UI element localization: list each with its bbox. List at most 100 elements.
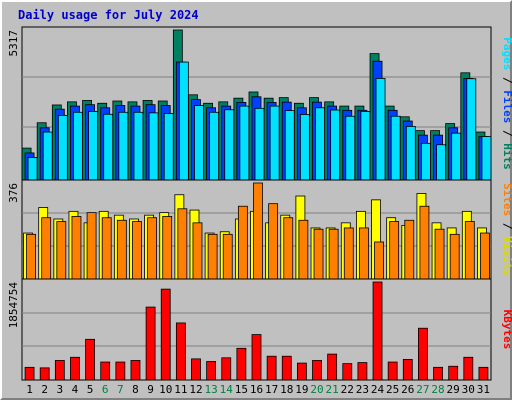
bar-sites-day-18 bbox=[283, 217, 294, 280]
day-label-7: 7 bbox=[117, 383, 124, 396]
bar-kbytes-day-29 bbox=[448, 365, 459, 381]
bar-kbytes-day-1 bbox=[24, 366, 35, 381]
day-label-19: 19 bbox=[295, 383, 308, 396]
bar-kbytes-day-30 bbox=[463, 356, 474, 381]
day-label-9: 9 bbox=[147, 383, 154, 396]
bar-pages-day-16 bbox=[254, 107, 265, 181]
day-label-4: 4 bbox=[72, 383, 79, 396]
bar-kbytes-day-28 bbox=[433, 366, 443, 381]
bar-pages-day-1 bbox=[27, 157, 38, 181]
bar-sites-day-21 bbox=[328, 228, 339, 280]
bar-sites-day-28 bbox=[434, 228, 445, 280]
day-label-31: 31 bbox=[477, 383, 490, 396]
bar-sites-day-31 bbox=[480, 232, 490, 280]
bar-sites-day-27 bbox=[419, 205, 430, 280]
chart-title: Daily usage for July 2024 bbox=[18, 8, 199, 22]
bar-kbytes-day-21 bbox=[327, 353, 338, 381]
legend-pages: Pages bbox=[501, 37, 512, 70]
max-label-hits-files-pages: 5317 bbox=[7, 30, 20, 57]
day-label-18: 18 bbox=[280, 383, 293, 396]
bar-pages-day-12 bbox=[194, 105, 204, 181]
bar-pages-day-27 bbox=[421, 142, 431, 181]
bar-sites-day-7 bbox=[116, 219, 127, 280]
bar-pages-day-26 bbox=[405, 125, 416, 181]
legend-sites: Sites bbox=[501, 183, 512, 216]
bar-sites-day-24 bbox=[374, 241, 384, 280]
bar-kbytes-day-26 bbox=[402, 358, 413, 381]
bar-sites-day-8 bbox=[132, 221, 142, 280]
bar-pages-day-30 bbox=[466, 78, 477, 181]
bar-sites-day-13 bbox=[207, 233, 218, 280]
bar-kbytes-day-31 bbox=[478, 366, 489, 381]
bar-kbytes-day-8 bbox=[130, 360, 141, 381]
legend-kbytes: KBytes bbox=[501, 310, 512, 350]
bar-pages-day-7 bbox=[118, 111, 129, 181]
bar-pages-day-20 bbox=[315, 107, 325, 181]
day-label-6: 6 bbox=[102, 383, 109, 396]
bar-kbytes-day-11 bbox=[175, 322, 186, 381]
bar-kbytes-day-27 bbox=[418, 327, 428, 381]
bar-kbytes-day-14 bbox=[221, 357, 232, 381]
bar-kbytes-day-6 bbox=[100, 361, 111, 381]
bar-pages-day-23 bbox=[360, 111, 371, 181]
bar-sites-day-11 bbox=[177, 208, 188, 280]
bar-pages-day-29 bbox=[451, 132, 462, 181]
bar-kbytes-day-5 bbox=[85, 338, 95, 381]
day-label-17: 17 bbox=[265, 383, 278, 396]
bar-pages-day-6 bbox=[103, 113, 114, 181]
day-label-1: 1 bbox=[26, 383, 33, 396]
day-label-11: 11 bbox=[174, 383, 187, 396]
bar-sites-day-10 bbox=[162, 216, 173, 280]
day-label-22: 22 bbox=[341, 383, 354, 396]
bar-pages-day-25 bbox=[390, 115, 401, 181]
legend-visits: Visits bbox=[501, 236, 512, 276]
bar-sites-day-15 bbox=[237, 205, 248, 280]
legend-files: Files bbox=[501, 90, 512, 123]
bar-pages-day-9 bbox=[148, 112, 159, 181]
bar-pages-day-8 bbox=[133, 111, 144, 181]
bar-pages-day-28 bbox=[436, 144, 446, 181]
day-label-3: 3 bbox=[57, 383, 64, 396]
day-label-5: 5 bbox=[87, 383, 94, 396]
bar-sites-day-4 bbox=[71, 216, 82, 280]
legend-visits-sites: Sites / Visits bbox=[501, 183, 512, 276]
bar-sites-day-23 bbox=[359, 227, 369, 280]
day-label-27: 27 bbox=[416, 383, 429, 396]
day-label-29: 29 bbox=[447, 383, 460, 396]
bar-kbytes-day-24 bbox=[372, 281, 383, 381]
bar-sites-day-26 bbox=[404, 219, 415, 280]
bar-pages-day-3 bbox=[57, 114, 68, 181]
bar-kbytes-day-12 bbox=[191, 358, 201, 381]
bar-kbytes-day-18 bbox=[281, 355, 292, 381]
bar-pages-day-22 bbox=[345, 115, 356, 181]
bar-kbytes-day-9 bbox=[145, 306, 156, 381]
bar-kbytes-day-15 bbox=[236, 347, 247, 381]
legend-separator: / bbox=[501, 123, 512, 143]
bar-kbytes-day-4 bbox=[70, 356, 80, 381]
bar-pages-day-14 bbox=[224, 109, 235, 181]
legend-separator: / bbox=[501, 70, 512, 90]
bar-kbytes-day-25 bbox=[387, 361, 398, 381]
bar-pages-day-19 bbox=[299, 114, 310, 181]
bar-sites-day-17 bbox=[268, 203, 279, 280]
bar-kbytes-day-16 bbox=[251, 334, 262, 381]
bar-pages-day-4 bbox=[73, 111, 83, 181]
bar-pages-day-21 bbox=[330, 109, 341, 181]
bar-kbytes-day-23 bbox=[357, 362, 368, 381]
day-label-10: 10 bbox=[159, 383, 172, 396]
legend-kbytes: KBytes bbox=[501, 310, 512, 350]
bar-sites-day-9 bbox=[147, 217, 157, 280]
legend-hits: Hits bbox=[501, 143, 512, 170]
bar-pages-day-31 bbox=[481, 136, 492, 181]
day-label-21: 21 bbox=[326, 383, 339, 396]
bar-sites-day-6 bbox=[101, 217, 112, 280]
bar-sites-day-20 bbox=[313, 228, 324, 280]
day-label-14: 14 bbox=[220, 383, 234, 396]
max-label-visits-sites: 376 bbox=[7, 183, 20, 203]
bar-kbytes-day-3 bbox=[54, 360, 65, 381]
bar-sites-day-30 bbox=[464, 221, 475, 280]
bar-pages-day-11 bbox=[178, 61, 189, 181]
day-label-2: 2 bbox=[41, 383, 48, 396]
bar-sites-day-12 bbox=[192, 222, 203, 280]
bar-pages-day-2 bbox=[42, 131, 53, 181]
